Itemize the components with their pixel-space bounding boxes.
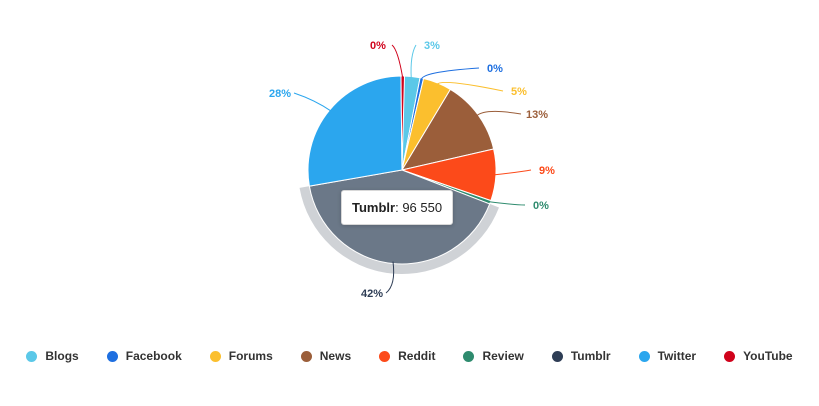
connector-news bbox=[476, 110, 522, 117]
legend-label-tumblr: Tumblr bbox=[570, 349, 611, 363]
data-label-twitter: 28% bbox=[269, 88, 291, 100]
legend-dot-news bbox=[300, 350, 312, 362]
data-label-reddit: 9% bbox=[539, 165, 555, 177]
data-label-blogs: 3% bbox=[424, 40, 440, 52]
connector-review bbox=[488, 201, 526, 206]
legend-item-youtube[interactable]: YouTube bbox=[724, 349, 793, 363]
connector-twitter bbox=[293, 92, 332, 112]
tooltip: Tumblr: 96 550 bbox=[341, 190, 454, 225]
data-label-tumblr: 42% bbox=[361, 288, 383, 300]
legend-label-review: Review bbox=[482, 349, 524, 363]
connector-blogs bbox=[410, 44, 417, 79]
connector-tumblr bbox=[385, 261, 395, 294]
data-label-forums: 5% bbox=[511, 86, 527, 98]
connector-youtube bbox=[391, 44, 404, 79]
pie-chart: 3% 0% 5% 13% 9% 0% 42% 28% 0% bbox=[269, 40, 555, 300]
legend-dot-twitter bbox=[638, 350, 650, 362]
legend-item-twitter[interactable]: Twitter bbox=[638, 349, 697, 363]
legend-label-forums: Forums bbox=[228, 349, 273, 363]
legend-dot-youtube bbox=[724, 350, 736, 362]
legend-label-youtube: YouTube bbox=[743, 349, 793, 363]
data-label-youtube: 0% bbox=[370, 40, 386, 52]
legend-label-facebook: Facebook bbox=[125, 349, 182, 363]
legend-dot-forums bbox=[209, 350, 221, 362]
connector-reddit bbox=[493, 169, 532, 176]
connector-facebook bbox=[420, 67, 480, 81]
pie-chart-svg: 3% 0% 5% 13% 9% 0% 42% 28% 0% bbox=[269, 40, 555, 300]
legend-item-forums[interactable]: Forums bbox=[209, 349, 273, 363]
pie-slice-twitter[interactable] bbox=[307, 75, 403, 187]
legend-item-blogs[interactable]: Blogs bbox=[26, 349, 79, 363]
data-label-facebook: 0% bbox=[487, 63, 503, 75]
legend-dot-blogs bbox=[26, 350, 38, 362]
legend-dot-tumblr bbox=[551, 350, 563, 362]
legend-item-review[interactable]: Review bbox=[463, 349, 524, 363]
tooltip-value: : 96 550 bbox=[395, 200, 443, 215]
legend-item-tumblr[interactable]: Tumblr bbox=[551, 349, 611, 363]
legend-dot-facebook bbox=[106, 350, 118, 362]
legend-item-facebook[interactable]: Facebook bbox=[106, 349, 182, 363]
legend-label-news: News bbox=[319, 349, 352, 363]
legend-item-news[interactable]: News bbox=[300, 349, 352, 363]
legend-dot-review bbox=[463, 350, 475, 362]
data-label-review: 0% bbox=[533, 200, 549, 212]
legend-dot-reddit bbox=[379, 350, 391, 362]
tooltip-series: Tumblr bbox=[352, 200, 396, 215]
connector-forums bbox=[436, 81, 504, 92]
data-label-news: 13% bbox=[526, 109, 548, 121]
legend-label-reddit: Reddit bbox=[398, 349, 436, 363]
legend-item-reddit[interactable]: Reddit bbox=[379, 349, 435, 363]
legend: Blogs Facebook Forums News Reddit Review Tumbl… bbox=[0, 346, 819, 366]
legend-label-blogs: Blogs bbox=[45, 349, 79, 363]
legend-label-twitter: Twitter bbox=[657, 349, 697, 363]
